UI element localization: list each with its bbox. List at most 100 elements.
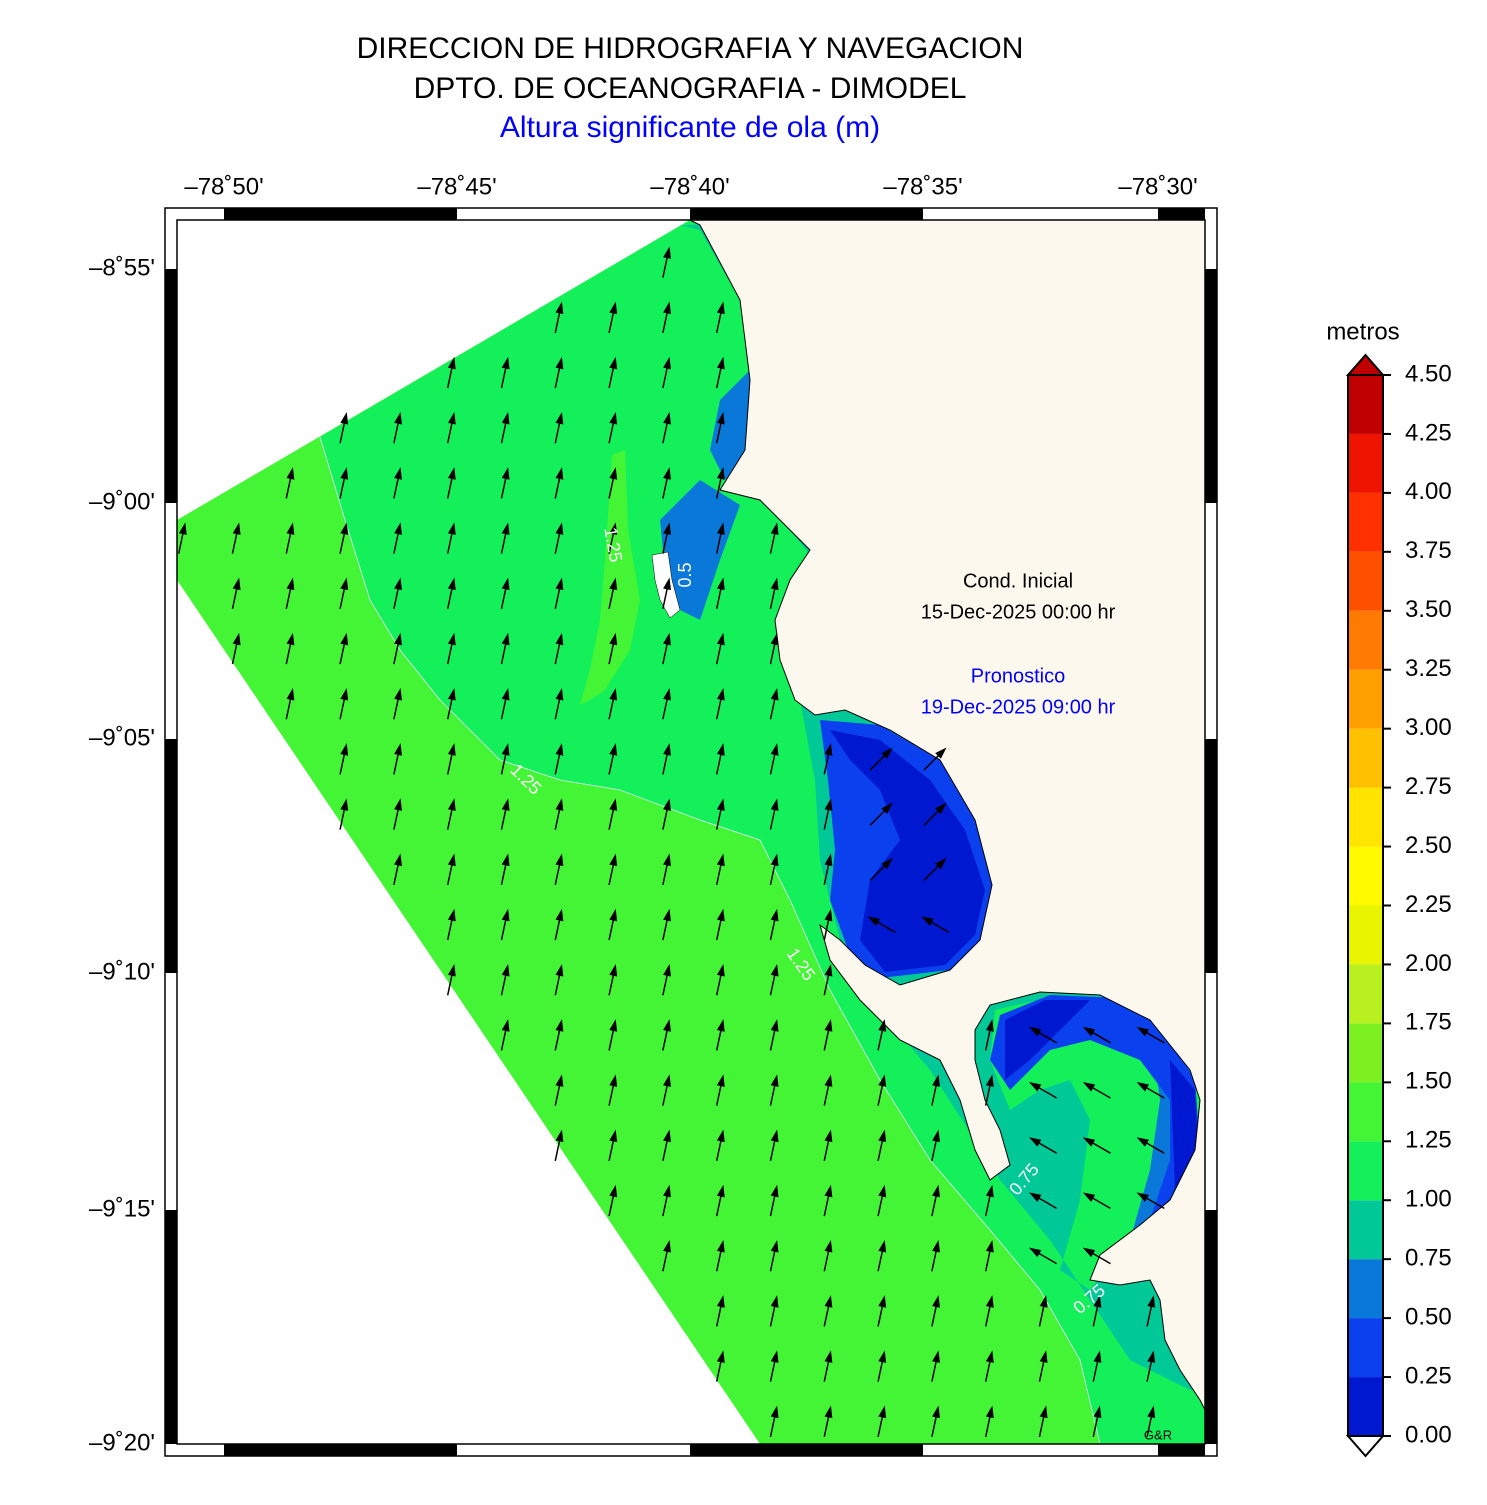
arrow-shaft xyxy=(285,476,292,499)
wave-arrow xyxy=(554,853,564,886)
arrow-shaft xyxy=(608,973,615,996)
wave-arrow xyxy=(1136,1192,1165,1210)
arrow-shaft xyxy=(823,918,830,941)
arrow-head xyxy=(985,1350,994,1363)
wave-arrow xyxy=(1028,1247,1058,1265)
wave-arrow xyxy=(869,747,893,771)
arrow-head xyxy=(716,798,725,811)
arrow-shaft xyxy=(554,1139,561,1162)
wave-arrow xyxy=(339,687,349,720)
arrow-shaft xyxy=(1144,1196,1165,1210)
colorbar-bin xyxy=(1348,1082,1383,1142)
wave-arrow xyxy=(500,853,510,886)
wave-arrow xyxy=(769,1129,779,1162)
wave-arrow xyxy=(608,356,618,389)
arrow-head xyxy=(663,522,671,535)
arrow-shaft xyxy=(929,920,950,934)
arrow-shaft xyxy=(393,531,400,554)
wave-arrow xyxy=(715,1019,725,1051)
wave-arrow xyxy=(608,1129,618,1162)
arrow-head xyxy=(663,1129,671,1143)
wave-arrow xyxy=(393,687,402,720)
wave-arrow xyxy=(1028,1137,1058,1154)
arrow-shaft xyxy=(393,642,400,665)
arrow-shaft xyxy=(662,918,669,941)
zone-patch xyxy=(580,450,640,705)
arrow-head xyxy=(447,632,456,646)
wave-arrow xyxy=(923,747,947,771)
arrow-shaft xyxy=(446,697,453,720)
arrow-shaft xyxy=(1144,1086,1165,1099)
wave-arrow xyxy=(662,798,671,830)
arrow-head xyxy=(555,577,564,591)
arrow-shaft xyxy=(715,531,722,554)
arrow-head xyxy=(663,632,671,646)
arrow-shaft xyxy=(715,587,722,610)
arrow-shaft xyxy=(823,1415,830,1438)
colorbar-top-triangle xyxy=(1345,353,1386,376)
wave-arrow xyxy=(662,1239,671,1272)
arrow-shaft xyxy=(984,1304,991,1327)
arrow-head xyxy=(716,1239,725,1253)
arrow-head xyxy=(447,963,456,977)
arrow-shaft xyxy=(500,1028,507,1051)
colorbar-bin xyxy=(1348,1200,1383,1260)
arrow-shaft xyxy=(984,1028,991,1051)
arrow-head xyxy=(1093,1350,1102,1363)
arrow-head xyxy=(555,798,564,811)
arrow-shaft xyxy=(554,476,561,499)
arrow-head xyxy=(394,687,402,701)
arrow-head xyxy=(935,802,947,814)
wave-arrow xyxy=(769,1239,779,1272)
wave-arrow xyxy=(1092,1405,1102,1438)
arrow-head xyxy=(609,798,618,811)
arrow-shaft xyxy=(339,752,346,775)
arrow-shaft xyxy=(931,1083,938,1106)
arrow-shaft xyxy=(662,255,669,278)
arrow-head xyxy=(770,687,779,701)
initial-label: Cond. Inicial xyxy=(963,570,1073,592)
arrow-shaft xyxy=(285,531,292,554)
arrow-shaft xyxy=(1092,1359,1099,1382)
wave-arrow xyxy=(662,522,671,554)
arrow-shaft xyxy=(393,807,400,830)
wave-arrow xyxy=(823,853,833,886)
arrow-shaft xyxy=(877,1304,884,1327)
arrow-shaft xyxy=(769,973,776,996)
arrow-head xyxy=(609,853,618,867)
arrow-head xyxy=(555,522,564,535)
wave-arrow xyxy=(554,356,564,389)
wave-arrow xyxy=(931,1350,940,1382)
arrow-shaft xyxy=(769,1194,776,1217)
arrow-head xyxy=(932,1295,940,1308)
arrow-shaft xyxy=(554,863,561,886)
wave-arrow xyxy=(608,1019,618,1051)
arrow-head xyxy=(770,798,779,811)
arrow-shaft xyxy=(500,366,507,389)
arrow-head xyxy=(1082,1192,1096,1202)
title: DIRECCION DE HIDROGRAFIA Y NAVEGACION xyxy=(357,32,1024,65)
wave-arrow xyxy=(769,1405,779,1438)
wave-arrow xyxy=(608,743,618,775)
wave-arrow xyxy=(393,522,402,554)
wave-arrow xyxy=(769,687,779,720)
arrow-shaft xyxy=(1038,1304,1045,1327)
arrow-head xyxy=(985,1405,994,1419)
wave-arrow xyxy=(923,857,947,882)
arrow-shaft xyxy=(554,421,561,444)
lon-tick-label: –78˚45' xyxy=(417,173,496,200)
arrow-shaft xyxy=(1038,1359,1045,1382)
arrow-head xyxy=(770,522,779,535)
arrow-shaft xyxy=(554,1083,561,1106)
arrow-shaft xyxy=(662,1028,669,1051)
arrow-shaft xyxy=(662,697,669,720)
arrow-shaft xyxy=(231,587,238,610)
arrow-head xyxy=(716,632,725,646)
arrow-shaft xyxy=(769,1028,776,1051)
lat-tick-label: –9˚10' xyxy=(89,958,155,985)
arrow-shaft xyxy=(823,1194,830,1217)
wave-arrow xyxy=(715,743,725,775)
arrow-shaft xyxy=(446,587,453,610)
arrow-shaft xyxy=(823,752,830,775)
arrow-shaft xyxy=(931,1415,938,1438)
